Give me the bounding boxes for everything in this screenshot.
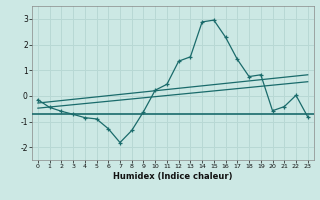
X-axis label: Humidex (Indice chaleur): Humidex (Indice chaleur) bbox=[113, 172, 233, 181]
